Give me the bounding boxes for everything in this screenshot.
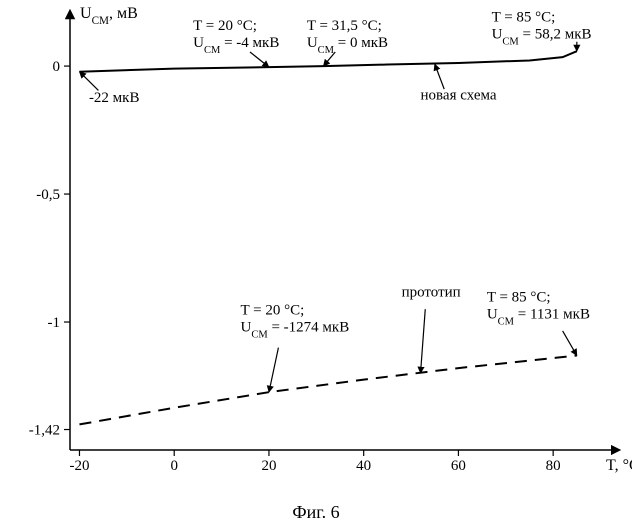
annotation-proto_label: прототип bbox=[402, 284, 461, 373]
axes: -20 0 20 40 60 80 0 -0,5 -1 -1,42 bbox=[29, 14, 616, 474]
line-chart: -200204060800-0,5-1-1,42 T = 20 °C;UСМ =… bbox=[0, 0, 632, 500]
axis-labels: UСМ, мВ T, °C bbox=[80, 5, 632, 474]
svg-text:T = 85 °C;: T = 85 °C; bbox=[492, 9, 556, 25]
svg-text:UСМ = -1274 мкВ: UСМ = -1274 мкВ bbox=[241, 319, 350, 340]
annotation-proto_t85: T = 85 °C;UСМ = 1131 мкВ bbox=[487, 290, 590, 356]
svg-text:UСМ, мВ: UСМ, мВ bbox=[80, 5, 138, 27]
svg-text:-1: -1 bbox=[48, 315, 61, 331]
annotation-proto_t20: T = 20 °C;UСМ = -1274 мкВ bbox=[241, 302, 350, 392]
svg-text:UСМ = 0 мкВ: UСМ = 0 мкВ bbox=[307, 35, 388, 56]
svg-text:-1,42: -1,42 bbox=[29, 423, 60, 439]
svg-text:60: 60 bbox=[451, 458, 466, 474]
svg-text:T = 31,5 °C;: T = 31,5 °C; bbox=[307, 18, 382, 34]
svg-text:80: 80 bbox=[546, 458, 561, 474]
svg-text:прототип: прототип bbox=[402, 284, 461, 300]
data-series bbox=[79, 51, 576, 424]
svg-text:-20: -20 bbox=[69, 458, 89, 474]
svg-text:-0,5: -0,5 bbox=[36, 187, 60, 203]
svg-text:0: 0 bbox=[170, 458, 178, 474]
svg-text:новая схема: новая схема bbox=[421, 87, 497, 103]
series-прототип bbox=[79, 356, 576, 425]
svg-text:UСМ = 1131 мкВ: UСМ = 1131 мкВ bbox=[487, 307, 590, 328]
annotation-t315: T = 31,5 °C;UСМ = 0 мкВ bbox=[307, 18, 388, 66]
svg-text:T, °C: T, °C bbox=[606, 457, 632, 474]
annotation-t20: T = 20 °C;UСМ = -4 мкВ bbox=[193, 18, 279, 67]
svg-text:T = 85 °C;: T = 85 °C; bbox=[487, 290, 551, 306]
svg-text:0: 0 bbox=[53, 59, 61, 75]
annotation-t85: T = 85 °C;UСМ = 58,2 мкВ bbox=[492, 9, 592, 51]
svg-text:T = 20 °C;: T = 20 °C; bbox=[241, 302, 305, 318]
svg-text:-22 мкВ: -22 мкВ bbox=[89, 90, 140, 106]
annotation-minus22: -22 мкВ bbox=[79, 72, 139, 106]
svg-text:20: 20 bbox=[261, 458, 276, 474]
svg-text:T = 20 °C;: T = 20 °C; bbox=[193, 18, 257, 34]
svg-text:UСМ = -4 мкВ: UСМ = -4 мкВ bbox=[193, 35, 279, 56]
figure-caption: Фиг. 6 bbox=[0, 502, 632, 523]
svg-text:40: 40 bbox=[356, 458, 371, 474]
annotation-new_label: новая схема bbox=[421, 64, 497, 103]
